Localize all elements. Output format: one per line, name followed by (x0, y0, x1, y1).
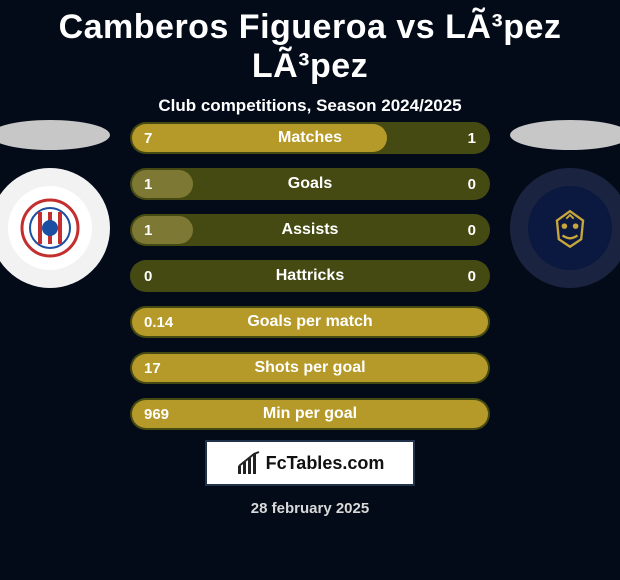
player-left-column (0, 108, 120, 388)
branding-text: FcTables.com (266, 453, 385, 474)
branding-box: FcTables.com (205, 440, 415, 486)
stat-label: Goals per match (130, 313, 490, 331)
stat-right-value: 0 (468, 176, 476, 193)
stat-row: 0.14Goals per match (130, 306, 490, 338)
stat-row: 1Goals0 (130, 168, 490, 200)
player-left-crest (8, 186, 92, 270)
stat-label: Assists (130, 221, 490, 239)
stat-right-value: 1 (468, 130, 476, 147)
stat-row: 7Matches1 (130, 122, 490, 154)
stat-row: 17Shots per goal (130, 352, 490, 384)
stat-right-value: 0 (468, 268, 476, 285)
page-title: Camberos Figueroa vs LÃ³pez LÃ³pez (0, 0, 620, 86)
player-right-ring (510, 168, 620, 288)
fctables-logo-icon (236, 450, 262, 476)
stat-row: 1Assists0 (130, 214, 490, 246)
player-left-ring (0, 168, 110, 288)
stat-label: Hattricks (130, 267, 490, 285)
stat-row: 969Min per goal (130, 398, 490, 430)
stat-label: Shots per goal (130, 359, 490, 377)
stat-right-value: 0 (468, 222, 476, 239)
footer-date: 28 february 2025 (0, 500, 620, 517)
player-right-halo (510, 120, 620, 150)
player-right-crest (528, 186, 612, 270)
player-right-column (500, 108, 620, 388)
stat-row: 0Hattricks0 (130, 260, 490, 292)
club-crest-left-icon (20, 198, 80, 258)
club-crest-right-icon (542, 200, 598, 256)
stat-label: Goals (130, 175, 490, 193)
stat-label: Matches (130, 129, 490, 147)
stat-label: Min per goal (130, 405, 490, 423)
stat-bars: 7Matches11Goals01Assists00Hattricks00.14… (130, 122, 490, 444)
player-left-halo (0, 120, 110, 150)
